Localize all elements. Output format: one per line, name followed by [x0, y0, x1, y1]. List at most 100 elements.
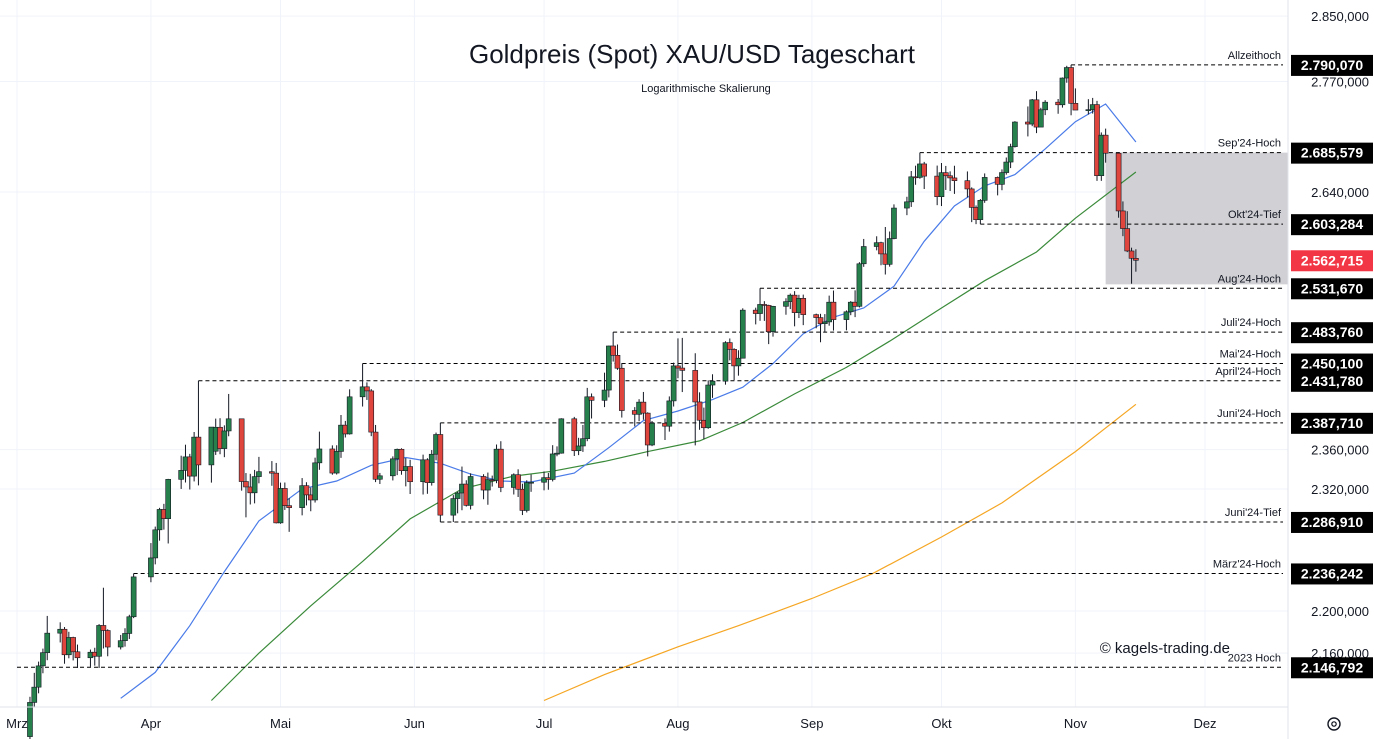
candle [856, 262, 863, 308]
settings-gear-icon[interactable] [1327, 717, 1341, 731]
level-value: 2.603,284 [1301, 216, 1363, 232]
level-name: Juni'24-Tief [1225, 507, 1282, 519]
y-tick-label: 2.850,000 [1311, 9, 1369, 24]
candle [269, 461, 275, 486]
horizontal-levels [17, 64, 1283, 668]
candle [696, 392, 703, 430]
candle [359, 363, 366, 407]
chart-subtitle: Logarithmische Skalierung [641, 83, 771, 95]
x-tick-label: Jun [404, 716, 425, 731]
level-name: Allzeithoch [1228, 50, 1281, 62]
sma200-line [543, 403, 1137, 702]
candle [860, 238, 867, 267]
price-axis[interactable]: 2.850,000 2.770,000 2.640,000 2.360,000 2.32… [1311, 9, 1369, 661]
candle [1007, 143, 1014, 169]
candle [117, 634, 124, 650]
candle [709, 374, 716, 398]
level-value-box [1291, 214, 1373, 236]
chart-title: Goldpreis (Spot) XAU/USD Tageschart [469, 39, 916, 69]
candle [549, 445, 556, 482]
candle [670, 362, 677, 407]
candle [999, 169, 1005, 191]
level-value: 2.286,910 [1301, 514, 1363, 530]
candle [364, 382, 370, 400]
candle [312, 457, 318, 503]
candle [679, 337, 686, 393]
level-value: 2.483,760 [1301, 324, 1363, 340]
current-price-box [1291, 250, 1373, 272]
candle [467, 473, 474, 510]
candle [398, 448, 405, 475]
candle [100, 587, 107, 649]
candle [122, 628, 128, 647]
candle [165, 478, 171, 544]
candle [886, 231, 893, 267]
x-tick-label: Apr [141, 716, 162, 731]
candle [614, 344, 621, 370]
candle [601, 372, 608, 408]
candle [554, 446, 560, 457]
candle [722, 341, 729, 385]
candle [498, 441, 504, 493]
watermark: © kagels-trading.de [1100, 640, 1230, 657]
candle [1038, 107, 1044, 128]
time-axis[interactable]: Mrz Apr Mai Jun Jul Aug Sep Okt Nov Dez [6, 716, 1216, 731]
y-tick-label: 2.640,000 [1311, 185, 1369, 200]
level-value: 2.450,100 [1301, 356, 1363, 372]
candle [817, 313, 824, 343]
candle [454, 491, 461, 514]
candle [485, 472, 491, 505]
candle [35, 661, 42, 694]
level-value-box [1291, 370, 1373, 392]
level-name: 2023 Hoch [1228, 652, 1281, 664]
level-name: Mai'24-Hoch [1220, 349, 1281, 361]
level-value: 2.236,242 [1301, 565, 1363, 581]
candle [541, 471, 547, 491]
candle [558, 418, 565, 454]
candle [977, 199, 984, 225]
candle [584, 387, 591, 442]
level-name: Okt'24-Tief [1228, 209, 1282, 221]
candle [104, 629, 111, 657]
level-value-box [1291, 142, 1373, 164]
candle [243, 473, 249, 518]
candle [726, 338, 733, 361]
x-tick-label: Sep [800, 716, 823, 731]
candle [757, 288, 763, 321]
sma50-line [210, 171, 1137, 701]
candle [338, 414, 344, 458]
candle [921, 161, 928, 190]
candle [377, 472, 383, 484]
level-name: Aug'24-Hoch [1218, 273, 1281, 285]
candle [1068, 64, 1074, 116]
candle [27, 696, 33, 739]
level-name: März'24-Hoch [1213, 558, 1281, 570]
level-name: Juni'24-Hoch [1217, 408, 1281, 420]
candle [813, 313, 820, 329]
candle [640, 391, 647, 420]
candle [830, 290, 837, 331]
candle [390, 456, 396, 481]
candle [739, 308, 746, 359]
candle [286, 498, 292, 532]
candle [735, 350, 742, 376]
candle [731, 348, 737, 381]
candle [333, 445, 340, 475]
candle [692, 353, 699, 446]
y-tick-label: 2.770,000 [1311, 75, 1369, 90]
level-value-box [1291, 54, 1373, 76]
candle [437, 422, 444, 522]
candle [891, 204, 897, 240]
candle [618, 363, 625, 418]
candle [1133, 249, 1139, 272]
candle [1120, 201, 1126, 237]
candle [610, 332, 616, 362]
candle [523, 480, 530, 513]
candle [575, 437, 582, 456]
candle [368, 389, 375, 437]
candle [372, 424, 379, 483]
candle [1102, 128, 1109, 163]
candle [450, 495, 457, 522]
candle [843, 310, 850, 331]
